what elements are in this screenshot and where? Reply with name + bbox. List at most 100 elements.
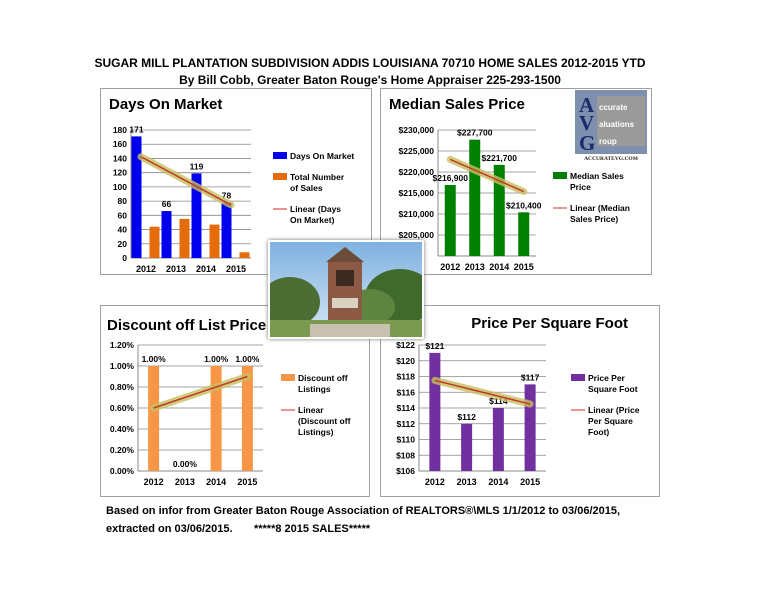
x-tick-label: 2013 (166, 264, 186, 274)
legend-label: Total Number of Sales (290, 172, 345, 193)
chart-title: Price Per Square Foot (471, 315, 628, 332)
bar-total-number-of-sales (149, 226, 160, 258)
bar-median-sales-price (493, 164, 505, 256)
y-tick-label: $225,000 (399, 146, 435, 156)
y-tick-label: 100 (113, 182, 127, 192)
x-tick-label: 2012 (425, 477, 445, 487)
chart-title: Median Sales Price (389, 96, 525, 113)
x-tick-label: 2013 (457, 477, 477, 487)
y-tick-label: $110 (397, 435, 416, 445)
data-label: $112 (457, 412, 476, 422)
legend-label: Median Sales Price (570, 171, 624, 192)
y-tick-label: $116 (397, 387, 416, 397)
bar-median-sales-price (469, 139, 481, 256)
bar-median-sales-price (518, 212, 530, 256)
legend-label: Discount off Listings (298, 373, 348, 394)
x-tick-label: 2015 (520, 477, 540, 487)
data-label: $227,700 (457, 128, 493, 138)
y-tick-label: $112 (397, 419, 416, 429)
bar-days-on-market (191, 173, 202, 258)
x-tick-label: 2015 (226, 264, 246, 274)
y-tick-label: $122 (396, 340, 415, 350)
x-tick-label: 2014 (196, 264, 216, 274)
data-label: 66 (162, 199, 172, 209)
logo-word: ccurate (599, 103, 628, 112)
y-tick-label: $215,000 (399, 188, 435, 198)
data-label: 1.00% (235, 354, 260, 364)
data-label: 0.00% (173, 459, 198, 469)
chart-title: Discount off List Price (107, 317, 266, 334)
x-tick-label: 2013 (465, 262, 485, 272)
legend-swatch (273, 173, 287, 180)
logo-url: ACCURATEVG.COM (584, 156, 639, 162)
legend-label: Price Per Square Foot (588, 373, 638, 394)
y-tick-label: 180 (113, 125, 127, 135)
avg-logo: AVG ccurate aluations roup ACCURATEVG.CO… (575, 90, 647, 162)
y-tick-label: 40 (118, 225, 128, 235)
bar-discount-off-listings (148, 366, 160, 471)
y-tick-label: 0.80% (110, 382, 135, 392)
bar-price-per-square-foot (429, 352, 441, 471)
trendline (153, 375, 248, 409)
bar-price-per-square-foot (524, 384, 536, 471)
y-tick-label: $230,000 (399, 125, 435, 135)
legend-label: Linear (Median Sales Price) (570, 203, 630, 224)
y-tick-label: 1.20% (110, 340, 135, 350)
report-title: SUGAR MILL PLANTATION SUBDIVISION ADDIS … (94, 56, 646, 70)
data-label: $210,400 (506, 200, 542, 210)
y-tick-label: $106 (396, 466, 415, 476)
x-tick-label: 2015 (237, 477, 257, 487)
y-tick-label: $220,000 (399, 167, 435, 177)
y-tick-label: $210,000 (399, 209, 435, 219)
legend-label: Days On Market (290, 151, 354, 161)
y-tick-label: 0.20% (110, 445, 135, 455)
bar-total-number-of-sales (239, 252, 250, 258)
y-tick-label: $205,000 (399, 230, 435, 240)
y-tick-label: 80 (118, 196, 128, 206)
logo-word: aluations (599, 120, 635, 129)
y-tick-label: 160 (113, 139, 127, 149)
bar-price-per-square-foot (461, 423, 473, 471)
footer-source: Based on infor from Greater Baton Rouge … (106, 505, 621, 517)
legend-swatch (553, 172, 567, 179)
chart-price-per-sqft: Price Per Square Foot $106 $108 $110 $112 $11… (380, 305, 660, 497)
chart-median-sales-price: Median Sales Price $205,000 $210,000 $215,0… (380, 88, 652, 275)
bar-discount-off-listings (210, 366, 222, 471)
logo-word: roup (599, 137, 617, 146)
chart-title: Days On Market (109, 96, 222, 113)
bar-days-on-market (131, 136, 142, 258)
y-tick-label: $114 (397, 403, 416, 413)
y-tick-label: 140 (113, 153, 127, 163)
y-tick-label: 0.60% (110, 403, 135, 413)
data-label: 171 (129, 124, 143, 134)
y-tick-label: 20 (118, 239, 128, 249)
subdivision-entrance-photo (268, 240, 424, 339)
x-tick-label: 2015 (514, 262, 534, 272)
bar-total-number-of-sales (179, 218, 190, 258)
y-tick-label: $118 (397, 372, 416, 382)
data-label: 1.00% (204, 354, 229, 364)
x-tick-label: 2014 (489, 262, 509, 272)
y-tick-label: 120 (113, 168, 127, 178)
chart-days-on-market: Days On Market 0 20 40 60 80 100 120 140 160 180 20… (100, 88, 372, 275)
data-label: 1.00% (142, 354, 167, 364)
x-tick-label: 2012 (144, 477, 164, 487)
data-label: $114 (489, 396, 508, 406)
report-subtitle: By Bill Cobb, Greater Baton Rouge's Home… (179, 73, 561, 87)
y-tick-label: 60 (118, 210, 128, 220)
data-label: 78 (222, 191, 232, 201)
data-label: $121 (425, 341, 444, 351)
bar-days-on-market (161, 211, 172, 258)
data-label: $221,700 (482, 153, 518, 163)
x-tick-label: 2012 (440, 262, 460, 272)
legend-swatch (273, 152, 287, 159)
legend-label: Linear (Price Per Square Foot) (588, 405, 640, 437)
y-tick-label: 0.40% (110, 424, 135, 434)
data-label: $216,900 (433, 173, 469, 183)
y-tick-label: 1.00% (110, 361, 135, 371)
trendline (449, 158, 525, 193)
bar-days-on-market (221, 202, 232, 258)
footer-extracted: extracted on 03/06/2015. *****8 2015 SAL… (106, 523, 371, 535)
logo-letters: AVG (579, 93, 595, 155)
